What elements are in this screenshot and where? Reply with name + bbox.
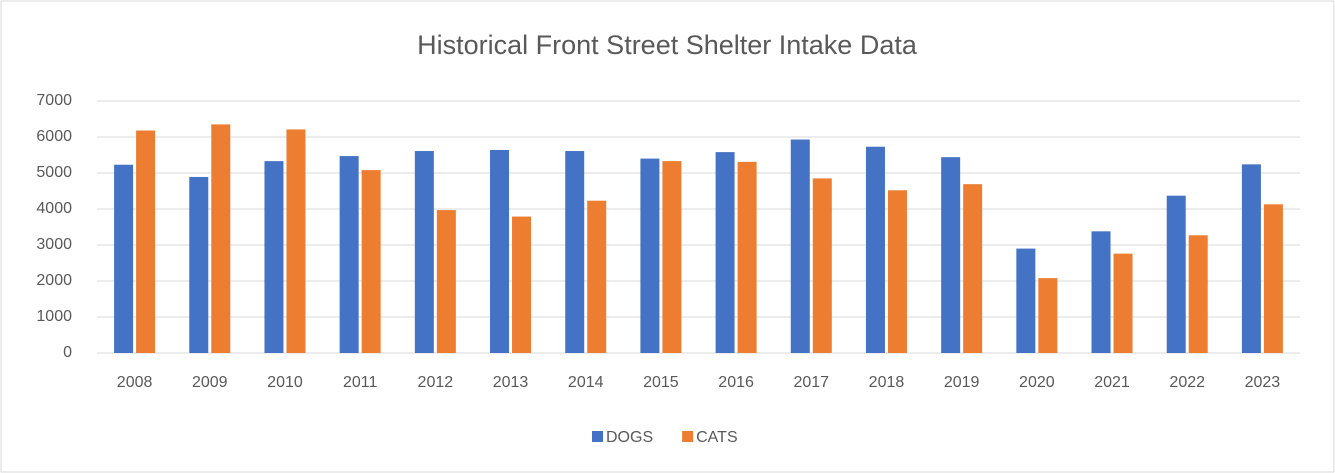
bar bbox=[512, 216, 532, 353]
bar bbox=[1241, 164, 1261, 353]
bar bbox=[790, 139, 810, 353]
x-tick-label: 2016 bbox=[718, 374, 754, 391]
bar bbox=[887, 190, 907, 353]
x-tick-label: 2011 bbox=[343, 374, 378, 391]
x-tick-label: 2008 bbox=[117, 374, 153, 391]
bar bbox=[136, 130, 156, 353]
bar bbox=[587, 200, 607, 353]
legend-label: CATS bbox=[696, 429, 737, 446]
y-tick-label: 0 bbox=[63, 344, 72, 361]
bar bbox=[339, 156, 359, 353]
legend-swatch bbox=[682, 431, 694, 442]
y-tick-label: 4000 bbox=[36, 200, 72, 217]
legend-label: DOGS bbox=[606, 429, 653, 446]
y-tick-label: 3000 bbox=[36, 236, 72, 253]
x-tick-label: 2017 bbox=[793, 374, 829, 391]
x-tick-label: 2018 bbox=[869, 374, 905, 391]
bar bbox=[211, 124, 231, 354]
bar bbox=[1016, 248, 1036, 353]
bar bbox=[565, 151, 585, 353]
bar bbox=[737, 161, 757, 353]
bar bbox=[189, 176, 209, 353]
x-tick-label: 2023 bbox=[1245, 374, 1281, 391]
y-tick-label: 5000 bbox=[36, 164, 72, 181]
bar bbox=[490, 149, 510, 353]
y-tick-label: 6000 bbox=[36, 128, 72, 145]
bar bbox=[812, 178, 832, 353]
y-tick-label: 2000 bbox=[36, 272, 72, 289]
bar bbox=[1113, 253, 1133, 353]
chart-title: Historical Front Street Shelter Intake D… bbox=[417, 30, 918, 60]
x-tick-label: 2019 bbox=[944, 374, 980, 391]
bar bbox=[865, 146, 885, 353]
bar bbox=[1091, 231, 1111, 353]
legend-swatch bbox=[592, 431, 603, 442]
y-tick-label: 7000 bbox=[36, 92, 72, 109]
x-tick-label: 2013 bbox=[493, 374, 529, 391]
x-tick-label: 2010 bbox=[267, 374, 303, 391]
x-tick-label: 2009 bbox=[192, 374, 228, 391]
bar bbox=[114, 164, 134, 353]
bar bbox=[715, 152, 735, 353]
bar bbox=[361, 170, 381, 353]
bar bbox=[1263, 204, 1283, 353]
bar bbox=[286, 129, 306, 353]
x-tick-label: 2020 bbox=[1019, 374, 1055, 391]
x-tick-label: 2015 bbox=[643, 374, 679, 391]
bar bbox=[941, 157, 961, 353]
x-tick-label: 2014 bbox=[568, 374, 604, 391]
x-tick-label: 2021 bbox=[1094, 374, 1130, 391]
bar bbox=[640, 158, 660, 353]
bar bbox=[662, 161, 682, 353]
bar bbox=[1038, 278, 1058, 353]
bar bbox=[264, 161, 284, 353]
x-tick-label: 2012 bbox=[418, 374, 454, 391]
y-tick-label: 1000 bbox=[36, 308, 72, 325]
x-tick-label: 2022 bbox=[1169, 374, 1205, 391]
bar bbox=[1188, 235, 1208, 353]
bar bbox=[414, 151, 434, 353]
bar bbox=[963, 184, 983, 353]
bar bbox=[436, 210, 456, 353]
bar bbox=[1166, 195, 1186, 353]
